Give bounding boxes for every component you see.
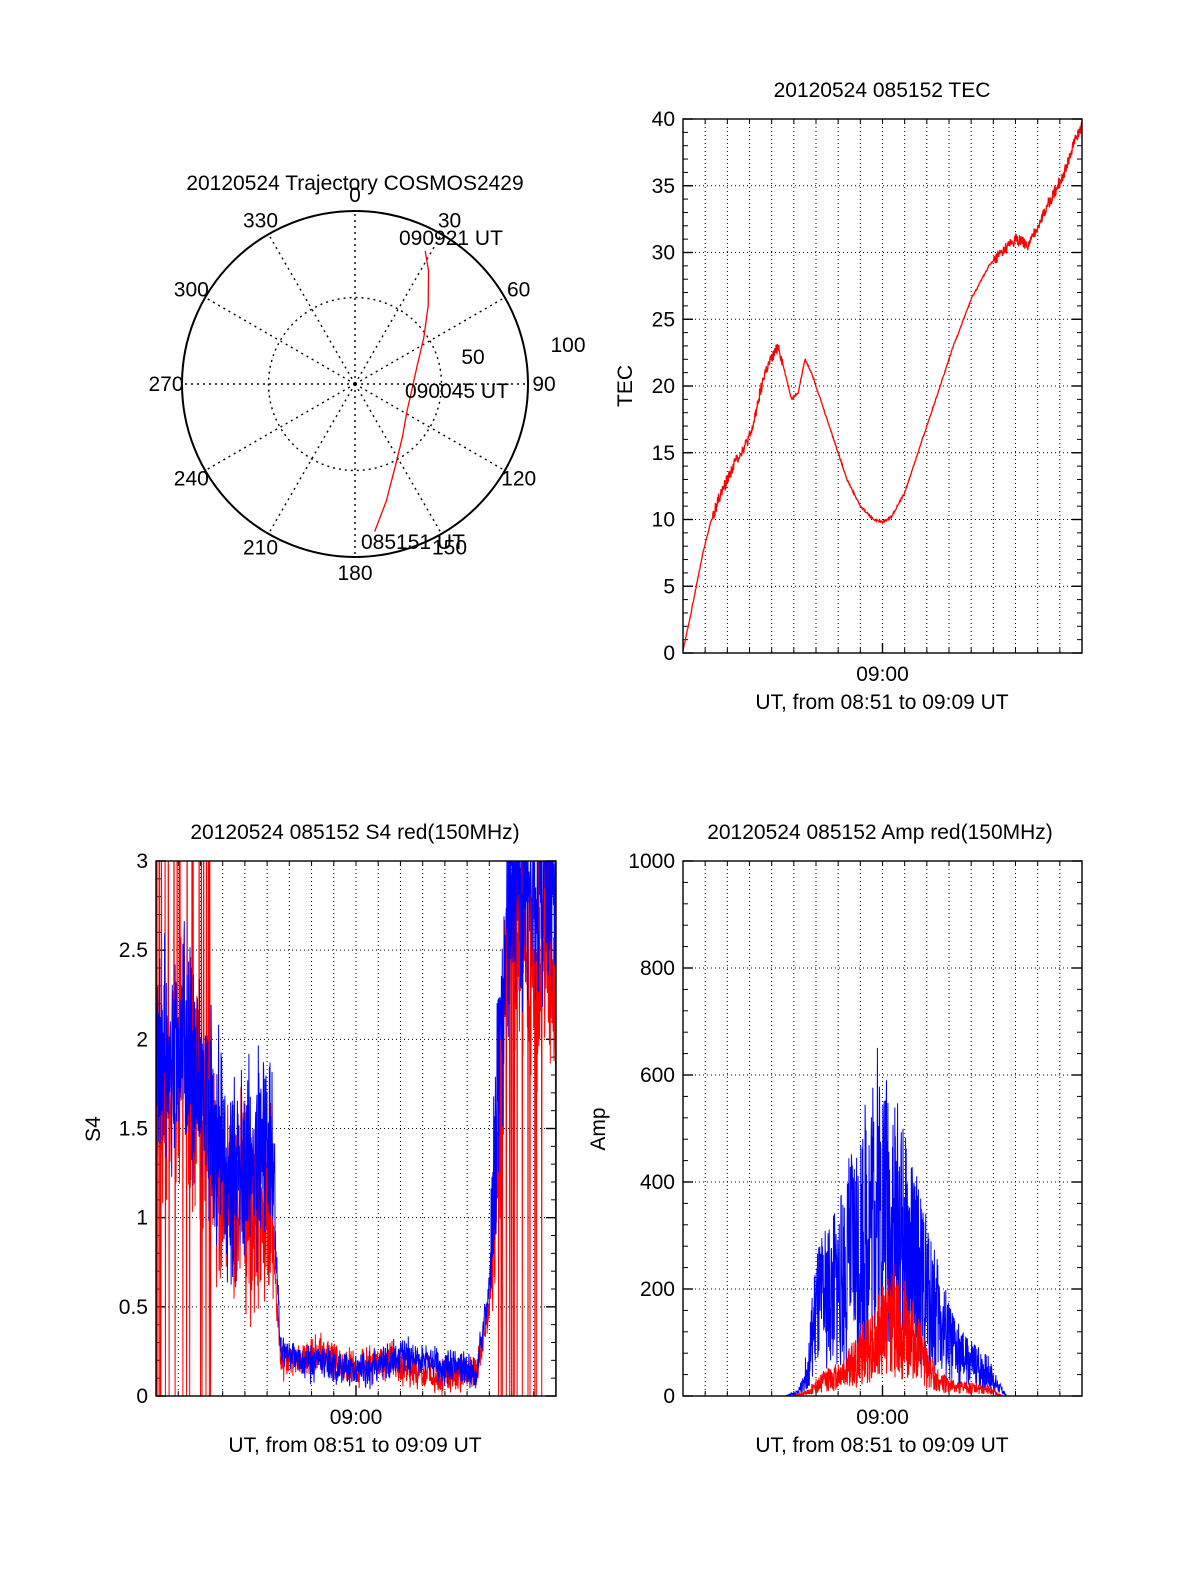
- amp-series-red: [683, 1264, 1082, 1396]
- polar-spoke: [354, 383, 443, 535]
- polar-grid: [182, 211, 528, 557]
- polar-angle-label: 0: [349, 184, 361, 207]
- polar-radius-label-50: 50: [461, 346, 484, 369]
- y-tick-label: 600: [640, 1064, 675, 1087]
- x-tick-label: 09:00: [330, 1406, 383, 1429]
- amp-ylabel: Amp: [587, 1107, 610, 1150]
- polar-spoke: [354, 296, 506, 385]
- y-tick-label: 2.5: [119, 939, 148, 962]
- polar-title: 20120524 Trajectory COSMOS2429: [186, 172, 523, 195]
- polar-spoke: [204, 296, 356, 385]
- polar-grid-circle-50: [267, 296, 443, 472]
- track-label-end: 090921 UT: [399, 227, 503, 250]
- y-tick-label: 2: [136, 1028, 148, 1051]
- polar-spoke: [354, 383, 506, 472]
- polar-angle-label: 60: [507, 279, 530, 302]
- y-tick-label: 1000: [628, 850, 675, 873]
- plot-frame: [155, 860, 557, 1397]
- y-tick-label: 1: [136, 1207, 148, 1230]
- s4-xlabel: UT, from 08:51 to 09:09 UT: [228, 1434, 481, 1457]
- y-tick-label: 40: [652, 108, 675, 131]
- track-label-mid: 090045 UT: [405, 380, 509, 403]
- y-tick-label: 25: [652, 308, 675, 331]
- polar-spoke: [354, 233, 443, 385]
- y-tick-label: 15: [652, 442, 675, 465]
- s4-series-red: [156, 861, 556, 1396]
- tec-xlabel: UT, from 08:51 to 09:09 UT: [755, 691, 1008, 714]
- y-tick-label: 10: [652, 509, 675, 532]
- track-label-start: 085151 UT: [361, 531, 465, 554]
- y-tick-label: 0: [136, 1385, 148, 1408]
- y-tick-label: 0.5: [119, 1296, 148, 1319]
- y-tick-label: 5: [663, 575, 675, 598]
- amp-title: 20120524 085152 Amp red(150MHz): [707, 821, 1053, 844]
- polar-angle-label: 330: [243, 209, 278, 232]
- tec-ylabel: TEC: [614, 365, 637, 407]
- polar-angle-label: 300: [174, 279, 209, 302]
- polar-panel: 20120524 Trajectory COSMOS2429 0 30 60 90 12…: [148, 172, 585, 585]
- tec-panel: 20120524 085152 TEC 0 5 10 15 20 25 30 35 40 09:0…: [614, 79, 1083, 714]
- s4-title: 20120524 085152 S4 red(150MHz): [190, 821, 519, 844]
- y-tick-label: 0: [663, 1385, 675, 1408]
- polar-spoke: [204, 383, 356, 472]
- polar-angle-label: 240: [174, 468, 209, 491]
- polar-angle-label: 270: [148, 373, 183, 396]
- y-tick-label: 800: [640, 957, 675, 980]
- s4-panel: 20120524 085152 S4 red(150MHz) 0 0.5 1 1.5 2…: [82, 821, 557, 1457]
- y-tick-label: 35: [652, 175, 675, 198]
- y-tick-label: 200: [640, 1278, 675, 1301]
- polar-angle-label: 150: [432, 537, 467, 560]
- s4-plot-area: 0 0.5 1 1.5 2 2.5 3 09:00: [119, 850, 557, 1429]
- x-tick-label: 09:00: [856, 663, 909, 686]
- x-tick-label: 09:00: [856, 1406, 909, 1429]
- amp-panel: 20120524 085152 Amp red(150MHz) 0 200 400 6…: [587, 821, 1083, 1457]
- amp-plot-area: 0 200 400 600 800 1000 09:00: [628, 850, 1083, 1429]
- y-tick-label: 400: [640, 1171, 675, 1194]
- amp-xlabel: UT, from 08:51 to 09:09 UT: [755, 1434, 1008, 1457]
- polar-angle-labels: 0 30 60 90 120 150 180 210 240 270 300 330: [148, 184, 555, 585]
- s4-series-blue: [156, 861, 556, 1390]
- tec-series-red: [683, 121, 1082, 651]
- polar-angle-label: 120: [501, 468, 536, 491]
- plot-frame: [682, 860, 1083, 1397]
- tec-plot-area: 0 5 10 15 20 25 30 35 40 09:00: [652, 108, 1083, 686]
- polar-spoke: [267, 383, 356, 535]
- polar-outer-circle: [181, 210, 529, 558]
- polar-spoke: [267, 233, 356, 385]
- y-tick-label: 30: [652, 242, 675, 265]
- s4-ylabel: S4: [82, 1116, 105, 1142]
- polar-radius-label-100: 100: [550, 334, 585, 357]
- polar-trajectory-line: [374, 250, 430, 532]
- polar-angle-label: 90: [532, 373, 555, 396]
- polar-angle-label: 180: [337, 562, 372, 585]
- plot-frame: [682, 118, 1083, 654]
- polar-angle-label: 30: [438, 209, 461, 232]
- y-tick-label: 1.5: [119, 1118, 148, 1141]
- tec-title: 20120524 085152 TEC: [774, 79, 991, 102]
- y-tick-label: 3: [136, 850, 148, 873]
- y-tick-label: 0: [663, 642, 675, 665]
- y-tick-label: 20: [652, 375, 675, 398]
- polar-angle-label: 210: [243, 537, 278, 560]
